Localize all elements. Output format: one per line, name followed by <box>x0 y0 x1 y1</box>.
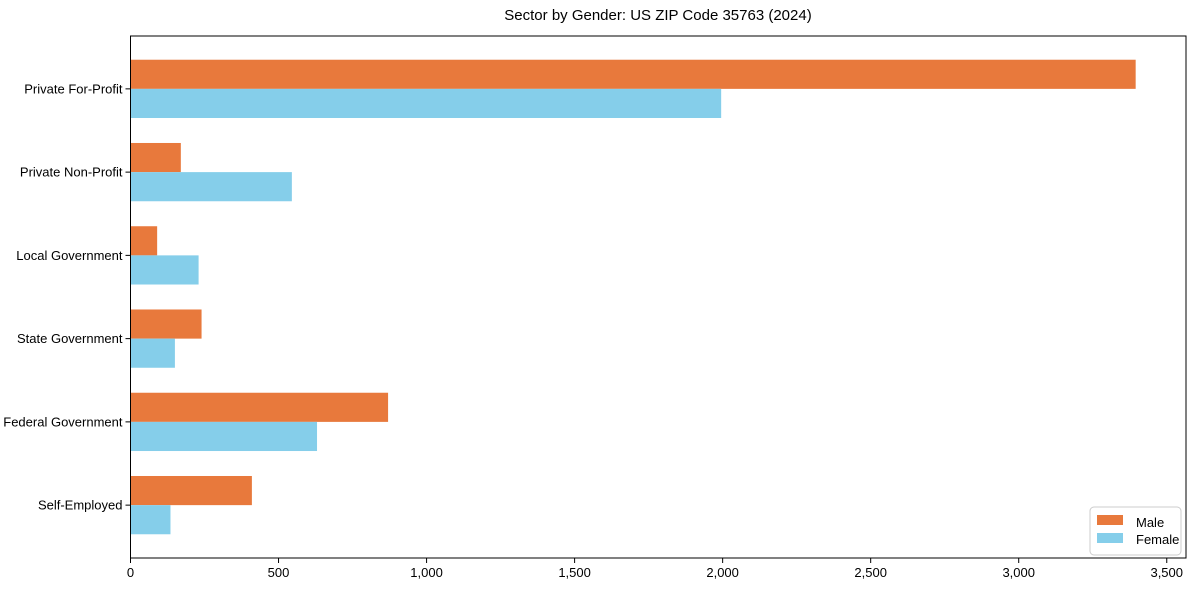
x-tick-label: 1,000 <box>410 565 443 580</box>
bar-male-0 <box>130 59 1136 89</box>
legend-label-female: Female <box>1136 532 1179 547</box>
bar-female-3 <box>130 338 175 368</box>
bar-male-4 <box>130 392 389 422</box>
x-tick-label: 2,500 <box>854 565 887 580</box>
x-tick-label: 2,000 <box>706 565 739 580</box>
x-tick-label: 3,500 <box>1150 565 1183 580</box>
bar-female-1 <box>130 172 292 202</box>
y-category-label: Private Non-Profit <box>20 165 123 180</box>
bar-male-5 <box>130 475 252 506</box>
y-category-label: Private For-Profit <box>24 81 123 96</box>
x-tick-label: 3,000 <box>1002 565 1035 580</box>
y-category-label: Self-Employed <box>38 498 123 513</box>
x-tick-label: 0 <box>127 565 134 580</box>
bar-female-2 <box>130 255 199 285</box>
bar-female-4 <box>130 421 318 452</box>
legend-label-male: Male <box>1136 515 1164 530</box>
plot-frame <box>130 35 1187 559</box>
bar-male-1 <box>130 142 181 173</box>
bar-female-5 <box>130 505 171 535</box>
y-category-label: Federal Government <box>3 414 123 429</box>
legend-swatch-male <box>1097 515 1123 525</box>
legend-swatch-female <box>1097 533 1123 543</box>
bar-male-2 <box>130 226 158 256</box>
y-category-label: State Government <box>17 331 123 346</box>
y-category-label: Local Government <box>16 248 123 263</box>
bar-male-3 <box>130 309 202 339</box>
chart-title: Sector by Gender: US ZIP Code 35763 (202… <box>504 7 811 24</box>
bar-female-0 <box>130 88 722 119</box>
x-tick-label: 500 <box>268 565 290 580</box>
x-tick-label: 1,500 <box>558 565 591 580</box>
